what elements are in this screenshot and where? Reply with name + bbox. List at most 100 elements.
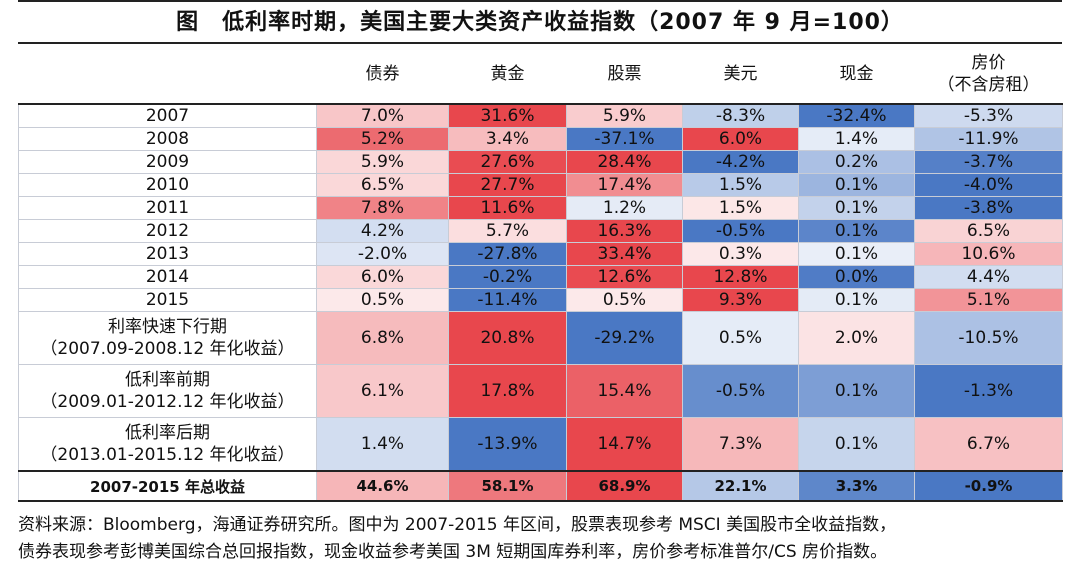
col-header-cash: 现金 <box>798 45 915 105</box>
row-label-title: 利率快速下行期 <box>108 317 227 337</box>
value-cell: 44.6% <box>316 470 449 502</box>
value-cell: -5.3% <box>914 103 1063 128</box>
value-cell: 0.1% <box>798 417 915 472</box>
value-cell: 7.0% <box>316 103 449 128</box>
row-label-title: 低利率后期 <box>125 423 210 443</box>
value-cell: 0.1% <box>798 196 915 220</box>
row-label: 2012 <box>18 219 317 243</box>
col-header-bonds: 债券 <box>316 45 449 105</box>
value-cell: -1.3% <box>914 364 1063 418</box>
title-top-rule <box>18 0 1062 2</box>
year-row: 2014 6.0% -0.2% 12.6% 12.8% 0.0% 4.4% <box>18 265 1063 289</box>
footnote-line-2: 债券表现参考彭博美国综合总回报指数，现金收益参考美国 3M 短期国库券利率，房价… <box>18 542 888 562</box>
value-cell: 0.1% <box>798 219 915 243</box>
col-header-gold: 黄金 <box>448 45 567 105</box>
value-cell: 1.4% <box>798 127 915 151</box>
year-row: 2008 5.2% 3.4% -37.1% 6.0% 1.4% -11.9% <box>18 127 1063 151</box>
value-cell: -37.1% <box>566 127 683 151</box>
row-label: 低利率后期 （2013.01-2015.12 年化收益） <box>18 417 317 472</box>
period-row: 利率快速下行期 （2007.09-2008.12 年化收益） 6.8% 20.8% -2… <box>18 311 1063 365</box>
year-row: 2010 6.5% 27.7% 17.4% 1.5% 0.1% -4.0% <box>18 173 1063 197</box>
year-row: 2009 5.9% 27.6% 28.4% -4.2% 0.2% -3.7% <box>18 150 1063 174</box>
value-cell: 0.2% <box>798 150 915 174</box>
value-cell: 0.1% <box>798 364 915 418</box>
period-row: 低利率后期 （2013.01-2015.12 年化收益） 1.4% -13.9% 14.… <box>18 417 1063 472</box>
value-cell: 68.9% <box>566 470 683 502</box>
value-cell: 20.8% <box>448 311 567 365</box>
row-label: 2014 <box>18 265 317 289</box>
value-cell: -2.0% <box>316 242 449 266</box>
value-cell: 0.3% <box>682 242 799 266</box>
value-cell: 22.1% <box>682 470 799 502</box>
col-header-housing-line1: 房价 <box>971 53 1006 73</box>
value-cell: 6.5% <box>914 219 1063 243</box>
chart-title: 图 低利率时期，美国主要大类资产收益指数（2007 年 9 月=100） <box>176 10 904 35</box>
row-label: 2013 <box>18 242 317 266</box>
value-cell: 16.3% <box>566 219 683 243</box>
table-body: 2007 7.0% 31.6% 5.9% -8.3% -32.4% -5.3% 2008 5.2… <box>18 103 1063 502</box>
row-label: 2010 <box>18 173 317 197</box>
row-label: 2015 <box>18 288 317 312</box>
value-cell: 0.1% <box>798 242 915 266</box>
value-cell: 1.2% <box>566 196 683 220</box>
year-row: 2012 4.2% 5.7% 16.3% -0.5% 0.1% 6.5% <box>18 219 1063 243</box>
value-cell: 7.8% <box>316 196 449 220</box>
value-cell: 12.8% <box>682 265 799 289</box>
col-header-housing: 房价 （不含房租） <box>914 45 1063 105</box>
value-cell: 5.2% <box>316 127 449 151</box>
value-cell: 6.0% <box>682 127 799 151</box>
total-row: 2007-2015 年总收益 44.6% 58.1% 68.9% 22.1% 3.3% -0… <box>18 470 1063 502</box>
value-cell: 9.3% <box>682 288 799 312</box>
year-row: 2013 -2.0% -27.8% 33.4% 0.3% 0.1% 10.6% <box>18 242 1063 266</box>
value-cell: 5.9% <box>316 150 449 174</box>
value-cell: 3.4% <box>448 127 567 151</box>
row-label: 低利率前期 （2009.01-2012.12 年化收益） <box>18 364 317 418</box>
value-cell: 6.8% <box>316 311 449 365</box>
value-cell: 2.0% <box>798 311 915 365</box>
row-label: 2007 <box>18 103 317 128</box>
value-cell: -4.2% <box>682 150 799 174</box>
value-cell: 1.5% <box>682 173 799 197</box>
value-cell: -11.9% <box>914 127 1063 151</box>
header-blank <box>18 45 317 105</box>
footnote: 资料来源：Bloomberg，海通证券研究所。图中为 2007-2015 年区间… <box>18 512 1062 566</box>
value-cell: 5.9% <box>566 103 683 128</box>
value-cell: 27.7% <box>448 173 567 197</box>
row-label-title: 低利率前期 <box>125 370 210 390</box>
value-cell: 0.1% <box>798 173 915 197</box>
value-cell: 11.6% <box>448 196 567 220</box>
value-cell: 1.4% <box>316 417 449 472</box>
year-row: 2007 7.0% 31.6% 5.9% -8.3% -32.4% -5.3% <box>18 103 1063 128</box>
header-row: 债券 黄金 股票 美元 现金 房价 （不含房租） <box>18 45 1063 105</box>
value-cell: 27.6% <box>448 150 567 174</box>
value-cell: -13.9% <box>448 417 567 472</box>
value-cell: 31.6% <box>448 103 567 128</box>
value-cell: 0.1% <box>798 288 915 312</box>
value-cell: 17.8% <box>448 364 567 418</box>
value-cell: 6.0% <box>316 265 449 289</box>
value-cell: 4.2% <box>316 219 449 243</box>
value-cell: 0.5% <box>316 288 449 312</box>
value-cell: -0.5% <box>682 219 799 243</box>
row-label: 利率快速下行期 （2007.09-2008.12 年化收益） <box>18 311 317 365</box>
row-label-period: （2007.09-2008.12 年化收益） <box>40 339 295 359</box>
value-cell: 10.6% <box>914 242 1063 266</box>
value-cell: 17.4% <box>566 173 683 197</box>
row-label-period: （2013.01-2015.12 年化收益） <box>40 445 295 465</box>
value-cell: 7.3% <box>682 417 799 472</box>
footnote-line-1: 资料来源：Bloomberg，海通证券研究所。图中为 2007-2015 年区间… <box>18 515 897 535</box>
year-row: 2015 0.5% -11.4% 0.5% 9.3% 0.1% 5.1% <box>18 288 1063 312</box>
row-label: 2011 <box>18 196 317 220</box>
value-cell: 14.7% <box>566 417 683 472</box>
value-cell: 6.7% <box>914 417 1063 472</box>
value-cell: 6.5% <box>316 173 449 197</box>
value-cell: 4.4% <box>914 265 1063 289</box>
value-cell: 28.4% <box>566 150 683 174</box>
value-cell: 6.1% <box>316 364 449 418</box>
year-row: 2011 7.8% 11.6% 1.2% 1.5% 0.1% -3.8% <box>18 196 1063 220</box>
value-cell: -3.8% <box>914 196 1063 220</box>
value-cell: 0.5% <box>682 311 799 365</box>
value-cell: -10.5% <box>914 311 1063 365</box>
value-cell: -0.5% <box>682 364 799 418</box>
value-cell: -32.4% <box>798 103 915 128</box>
